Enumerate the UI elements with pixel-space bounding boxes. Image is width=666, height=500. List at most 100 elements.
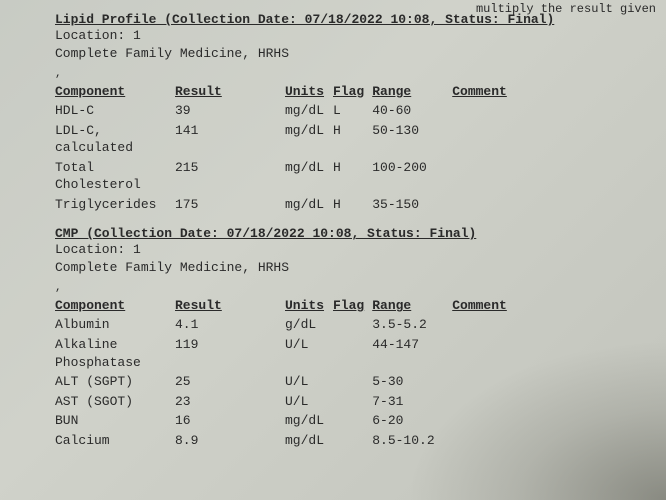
- col-result: Result: [175, 296, 235, 315]
- cell-flag: [333, 335, 372, 372]
- lipid-table: Component Result Units Flag Range Commen…: [55, 82, 515, 214]
- cell-units: mg/dL: [285, 121, 333, 158]
- cell-units: mg/dL: [285, 101, 333, 121]
- cell-gap: [235, 121, 285, 158]
- table-row: Albumin4.1 g/dL 3.5-5.2: [55, 315, 515, 335]
- cell-flag: [333, 392, 372, 412]
- cell-flag: [333, 372, 372, 392]
- cell-range: 5-30: [372, 372, 452, 392]
- col-component: Component: [55, 296, 175, 315]
- cell-comment: [452, 372, 515, 392]
- cell-gap: [235, 411, 285, 431]
- table-row: Calcium8.9 mg/dL 8.5-10.2: [55, 431, 515, 451]
- cell-units: mg/dL: [285, 195, 333, 215]
- cell-component: AST (SGOT): [55, 392, 175, 412]
- cmp-title: CMP (Collection Date: 07/18/2022 10:08, …: [55, 226, 636, 241]
- cell-comment: [452, 121, 515, 158]
- cell-component: Albumin: [55, 315, 175, 335]
- cell-range: 7-31: [372, 392, 452, 412]
- cell-result: 23: [175, 392, 235, 412]
- cell-flag: L: [333, 101, 372, 121]
- cell-units: mg/dL: [285, 158, 333, 195]
- cell-result: 4.1: [175, 315, 235, 335]
- page-header-fragment: multiply the result given: [476, 2, 656, 16]
- cell-flag: H: [333, 158, 372, 195]
- table-row: AST (SGOT)23U/L7-31: [55, 392, 515, 412]
- cell-range: 40-60: [372, 101, 452, 121]
- table-row: ALT (SGPT)25U/L5-30: [55, 372, 515, 392]
- cell-gap: [235, 101, 285, 121]
- cmp-table: Component Result Units Flag Range Commen…: [55, 296, 515, 450]
- cell-component: BUN: [55, 411, 175, 431]
- cell-result: 39: [175, 101, 235, 121]
- cell-component: HDL-C: [55, 101, 175, 121]
- cell-comment: [452, 195, 515, 215]
- col-comment: Comment: [452, 82, 515, 101]
- cell-flag: H: [333, 121, 372, 158]
- lipid-facility: Complete Family Medicine, HRHS: [55, 45, 636, 63]
- cell-range: 100-200: [372, 158, 452, 195]
- cell-component: Alkaline Phosphatase: [55, 335, 175, 372]
- lipid-location: Location: 1: [55, 27, 636, 45]
- cell-range: 50-130: [372, 121, 452, 158]
- col-flag: Flag: [333, 82, 372, 101]
- col-result: Result: [175, 82, 235, 101]
- cell-gap: [235, 158, 285, 195]
- col-range: Range: [372, 296, 452, 315]
- cell-result: 16: [175, 411, 235, 431]
- cell-flag: [333, 315, 372, 335]
- cell-comment: [452, 431, 515, 451]
- cell-comment: [452, 392, 515, 412]
- cell-range: 6-20: [372, 411, 452, 431]
- cell-range: 44-147: [372, 335, 452, 372]
- cell-units: mg/dL: [285, 411, 333, 431]
- cell-component: Triglycerides: [55, 195, 175, 215]
- cell-component: ALT (SGPT): [55, 372, 175, 392]
- cell-comment: [452, 315, 515, 335]
- cell-range: 8.5-10.2: [372, 431, 452, 451]
- col-flag: Flag: [333, 296, 372, 315]
- col-range: Range: [372, 82, 452, 101]
- cell-comment: [452, 335, 515, 372]
- col-gap: [235, 296, 285, 315]
- cell-result: 8.9: [175, 431, 235, 451]
- cell-result: 215: [175, 158, 235, 195]
- cmp-facility: Complete Family Medicine, HRHS: [55, 259, 636, 277]
- cell-comment: [452, 101, 515, 121]
- cell-result: 175: [175, 195, 235, 215]
- cell-units: g/dL: [285, 315, 333, 335]
- table-row: Alkaline Phosphatase119 U/L 44-147: [55, 335, 515, 372]
- cell-result: 119: [175, 335, 235, 372]
- table-row: HDL-C39 mg/dLL40-60: [55, 101, 515, 121]
- cell-range: 3.5-5.2: [372, 315, 452, 335]
- col-component: Component: [55, 82, 175, 101]
- lipid-header-row: Component Result Units Flag Range Commen…: [55, 82, 515, 101]
- table-row: Total Cholesterol215 mg/dLH100-200: [55, 158, 515, 195]
- cmp-header-row: Component Result Units Flag Range Commen…: [55, 296, 515, 315]
- col-comment: Comment: [452, 296, 515, 315]
- cell-comment: [452, 158, 515, 195]
- table-row: LDL-C, calculated141mg/dLH50-130: [55, 121, 515, 158]
- cell-gap: [235, 335, 285, 372]
- cell-component: Total Cholesterol: [55, 158, 175, 195]
- col-units: Units: [285, 296, 333, 315]
- cell-range: 35-150: [372, 195, 452, 215]
- cell-gap: [235, 315, 285, 335]
- cell-units: U/L: [285, 372, 333, 392]
- tick-mark: ,: [55, 282, 636, 294]
- cell-gap: [235, 392, 285, 412]
- cell-flag: [333, 431, 372, 451]
- tick-mark: ,: [55, 68, 636, 80]
- cell-flag: H: [333, 195, 372, 215]
- col-units: Units: [285, 82, 333, 101]
- col-gap: [235, 82, 285, 101]
- cell-units: mg/dL: [285, 431, 333, 451]
- cell-gap: [235, 195, 285, 215]
- cell-result: 141: [175, 121, 235, 158]
- cell-gap: [235, 372, 285, 392]
- cell-gap: [235, 431, 285, 451]
- table-row: Triglycerides175 mg/dLH35-150: [55, 195, 515, 215]
- cell-component: Calcium: [55, 431, 175, 451]
- table-row: BUN16 mg/dL 6-20: [55, 411, 515, 431]
- cell-units: U/L: [285, 335, 333, 372]
